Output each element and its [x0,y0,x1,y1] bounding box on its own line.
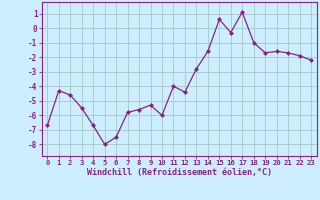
X-axis label: Windchill (Refroidissement éolien,°C): Windchill (Refroidissement éolien,°C) [87,168,272,177]
